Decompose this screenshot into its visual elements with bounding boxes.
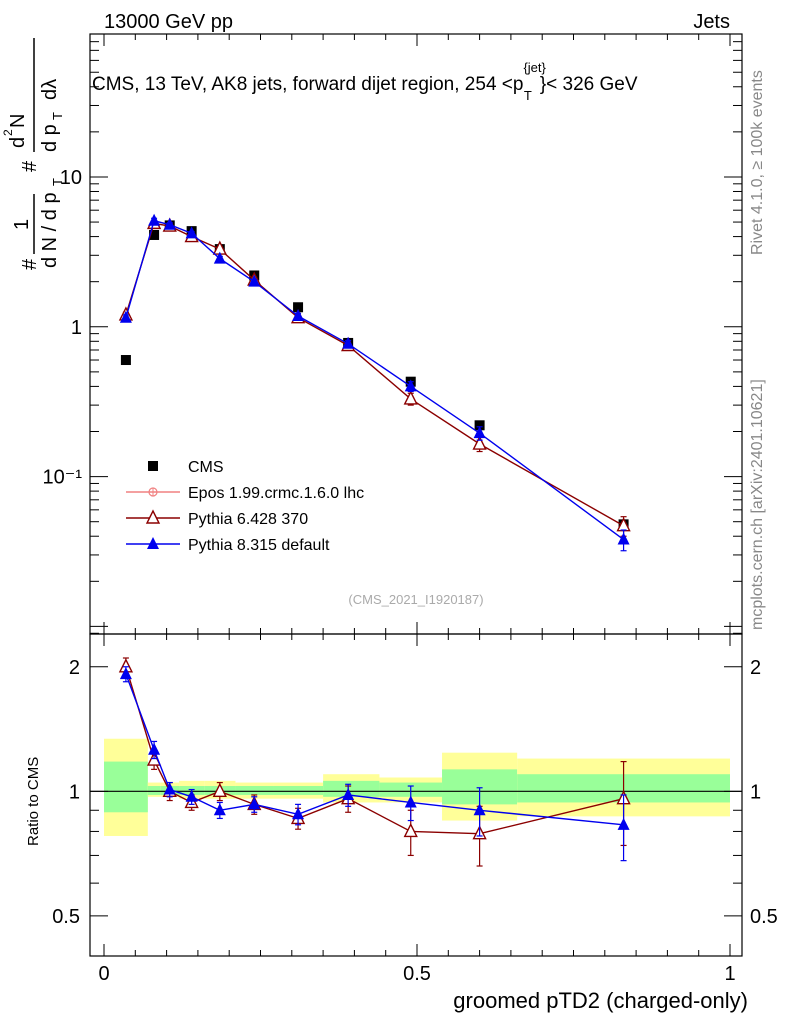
axes: 0 0.5 1 10⁻¹ 1 10 0.5 0.5 1 1 2 2 bbox=[43, 33, 778, 985]
main-y-tick-label: 10 bbox=[60, 167, 82, 189]
legend-marker bbox=[148, 461, 158, 471]
legend-entry: Epos 1.99.crmc.1.6.0 lhc bbox=[126, 485, 364, 502]
main-pythia-6-428-370-point bbox=[472, 435, 487, 450]
legend: CMS Epos 1.99.crmc.1.6.0 lhc Pythia 6.428 … bbox=[126, 459, 364, 554]
main-cms-point bbox=[149, 229, 160, 240]
ratio-pythia-8-315-default-point bbox=[185, 789, 198, 802]
ylabel-sup2: 2 bbox=[1, 129, 15, 136]
legend-label: Pythia 6.428 370 bbox=[188, 511, 308, 528]
ratio-pythia-8-315-default-point bbox=[342, 787, 355, 800]
ratio-pythia-8-315-default-point bbox=[163, 782, 176, 795]
ylabel-dpT: d p bbox=[39, 124, 61, 152]
ratio-panel-frame bbox=[89, 633, 743, 957]
ylabel-dlambda: dλ bbox=[39, 79, 61, 100]
ratio-y-tick-label-right: 2 bbox=[750, 657, 761, 679]
ratio-pythia-8-315-default-point bbox=[248, 797, 261, 810]
green-band-bin bbox=[323, 780, 380, 797]
legend-entry: CMS bbox=[148, 459, 224, 476]
main-cms-point bbox=[293, 302, 304, 313]
main-pythia-8-315-default-point bbox=[473, 426, 486, 439]
ratio-uncertainty-bands bbox=[90, 738, 742, 836]
main-pythia-6-428-370-line bbox=[125, 222, 624, 527]
main-pythia-8-315-default-point bbox=[185, 226, 198, 239]
x-axis-label: groomed pTD2 (charged-only) bbox=[453, 988, 748, 1013]
main-pythia-8-315-default-point bbox=[148, 213, 161, 226]
legend-label: CMS bbox=[188, 459, 224, 476]
legend-label: Epos 1.99.crmc.1.6.0 lhc bbox=[188, 485, 364, 502]
ratio-y-tick-label: 0.5 bbox=[52, 906, 80, 928]
main-panel-marks bbox=[118, 213, 631, 552]
ylabel-hash2: # bbox=[19, 160, 41, 172]
ylabel-dN: d N / d p bbox=[39, 192, 61, 268]
main-pythia-8-315-default-point bbox=[617, 532, 630, 545]
title-superscript: {jet} bbox=[523, 60, 546, 75]
rivet-label: Rivet 4.1.0, ≥ 100k events bbox=[749, 70, 766, 255]
legend-marker bbox=[145, 509, 161, 524]
green-band-bin bbox=[273, 786, 324, 795]
x-tick-label: 0 bbox=[98, 963, 109, 985]
legend-entry: Pythia 6.428 370 bbox=[126, 509, 308, 528]
main-y-axis-label: # 1 d N / d p T # d 2 N d p T dλ bbox=[1, 38, 65, 270]
green-band-bin bbox=[235, 786, 274, 795]
ratio-y-tick-label: 2 bbox=[69, 657, 80, 679]
legend-marker bbox=[147, 537, 159, 549]
main-pythia-8-315-default-point bbox=[342, 336, 355, 349]
main-pythia-8-315-default-point bbox=[213, 251, 226, 264]
main-cms-point bbox=[474, 420, 485, 431]
plot-title: CMS, 13 TeV, AK8 jets, forward dijet reg… bbox=[92, 60, 638, 103]
ratio-pythia-6-428-370-point bbox=[212, 782, 227, 798]
analysis-watermark: (CMS_2021_I1920187) bbox=[348, 592, 483, 607]
ratio-panel-marks bbox=[118, 657, 631, 867]
header-energy: 13000 GeV pp bbox=[104, 11, 233, 33]
title-main: CMS, 13 TeV, AK8 jets, forward dijet reg… bbox=[92, 74, 523, 95]
main-pythia-8-315-default-point bbox=[404, 379, 417, 392]
main-pythia-8-315-default-point bbox=[292, 309, 305, 322]
ylabel-hash1: # bbox=[19, 258, 41, 270]
ratio-y-axis-label: Ratio to CMS bbox=[25, 757, 42, 846]
header-category: Jets bbox=[693, 11, 730, 33]
green-band-bin bbox=[147, 786, 161, 795]
title-end: }< 326 GeV bbox=[540, 74, 638, 95]
ylabel-N: N bbox=[7, 114, 29, 128]
green-band-bin bbox=[104, 761, 148, 813]
main-y-tick-label: 10⁻¹ bbox=[43, 467, 83, 489]
ratio-pythia-8-315-default-point bbox=[213, 803, 226, 816]
main-pythia-6-428-370-point bbox=[403, 390, 418, 405]
legend-entry: Pythia 8.315 default bbox=[126, 537, 330, 554]
ratio-y-tick-label-right: 1 bbox=[750, 781, 761, 803]
ratio-pythia-8-315-default-point bbox=[119, 667, 132, 680]
legend-label: Pythia 8.315 default bbox=[188, 537, 330, 554]
main-cms-point bbox=[120, 355, 131, 366]
main-pythia-8-315-default-point bbox=[248, 274, 261, 287]
ratio-y-tick-label-right: 0.5 bbox=[750, 906, 778, 928]
ratio-pythia-6-428-370-point bbox=[403, 822, 418, 838]
ratio-y-tick-label: 1 bbox=[69, 781, 80, 803]
ylabel-num-d: d bbox=[7, 137, 29, 148]
x-tick-label: 0.5 bbox=[403, 963, 431, 985]
main-y-tick-label: 1 bbox=[71, 317, 82, 339]
ratio-pythia-8-315-default-point bbox=[473, 803, 486, 816]
mcplots-label: mcplots.cern.ch [arXiv:2401.10621] bbox=[749, 379, 766, 630]
ratio-pythia-8-315-default-point bbox=[148, 742, 161, 755]
title-subscript: T bbox=[524, 88, 532, 103]
ylabel-T2: T bbox=[50, 112, 65, 120]
ratio-pythia-8-315-default-point bbox=[404, 795, 417, 808]
x-tick-label: 1 bbox=[724, 963, 735, 985]
ylabel-T1: T bbox=[50, 178, 65, 186]
ratio-pythia-8-315-default-point bbox=[617, 817, 630, 830]
ratio-pythia-8-315-default-point bbox=[292, 807, 305, 820]
ylabel-one: 1 bbox=[11, 219, 33, 230]
main-pythia-8-315-default-point bbox=[119, 310, 132, 323]
main-pythia-8-315-default-point bbox=[163, 217, 176, 230]
